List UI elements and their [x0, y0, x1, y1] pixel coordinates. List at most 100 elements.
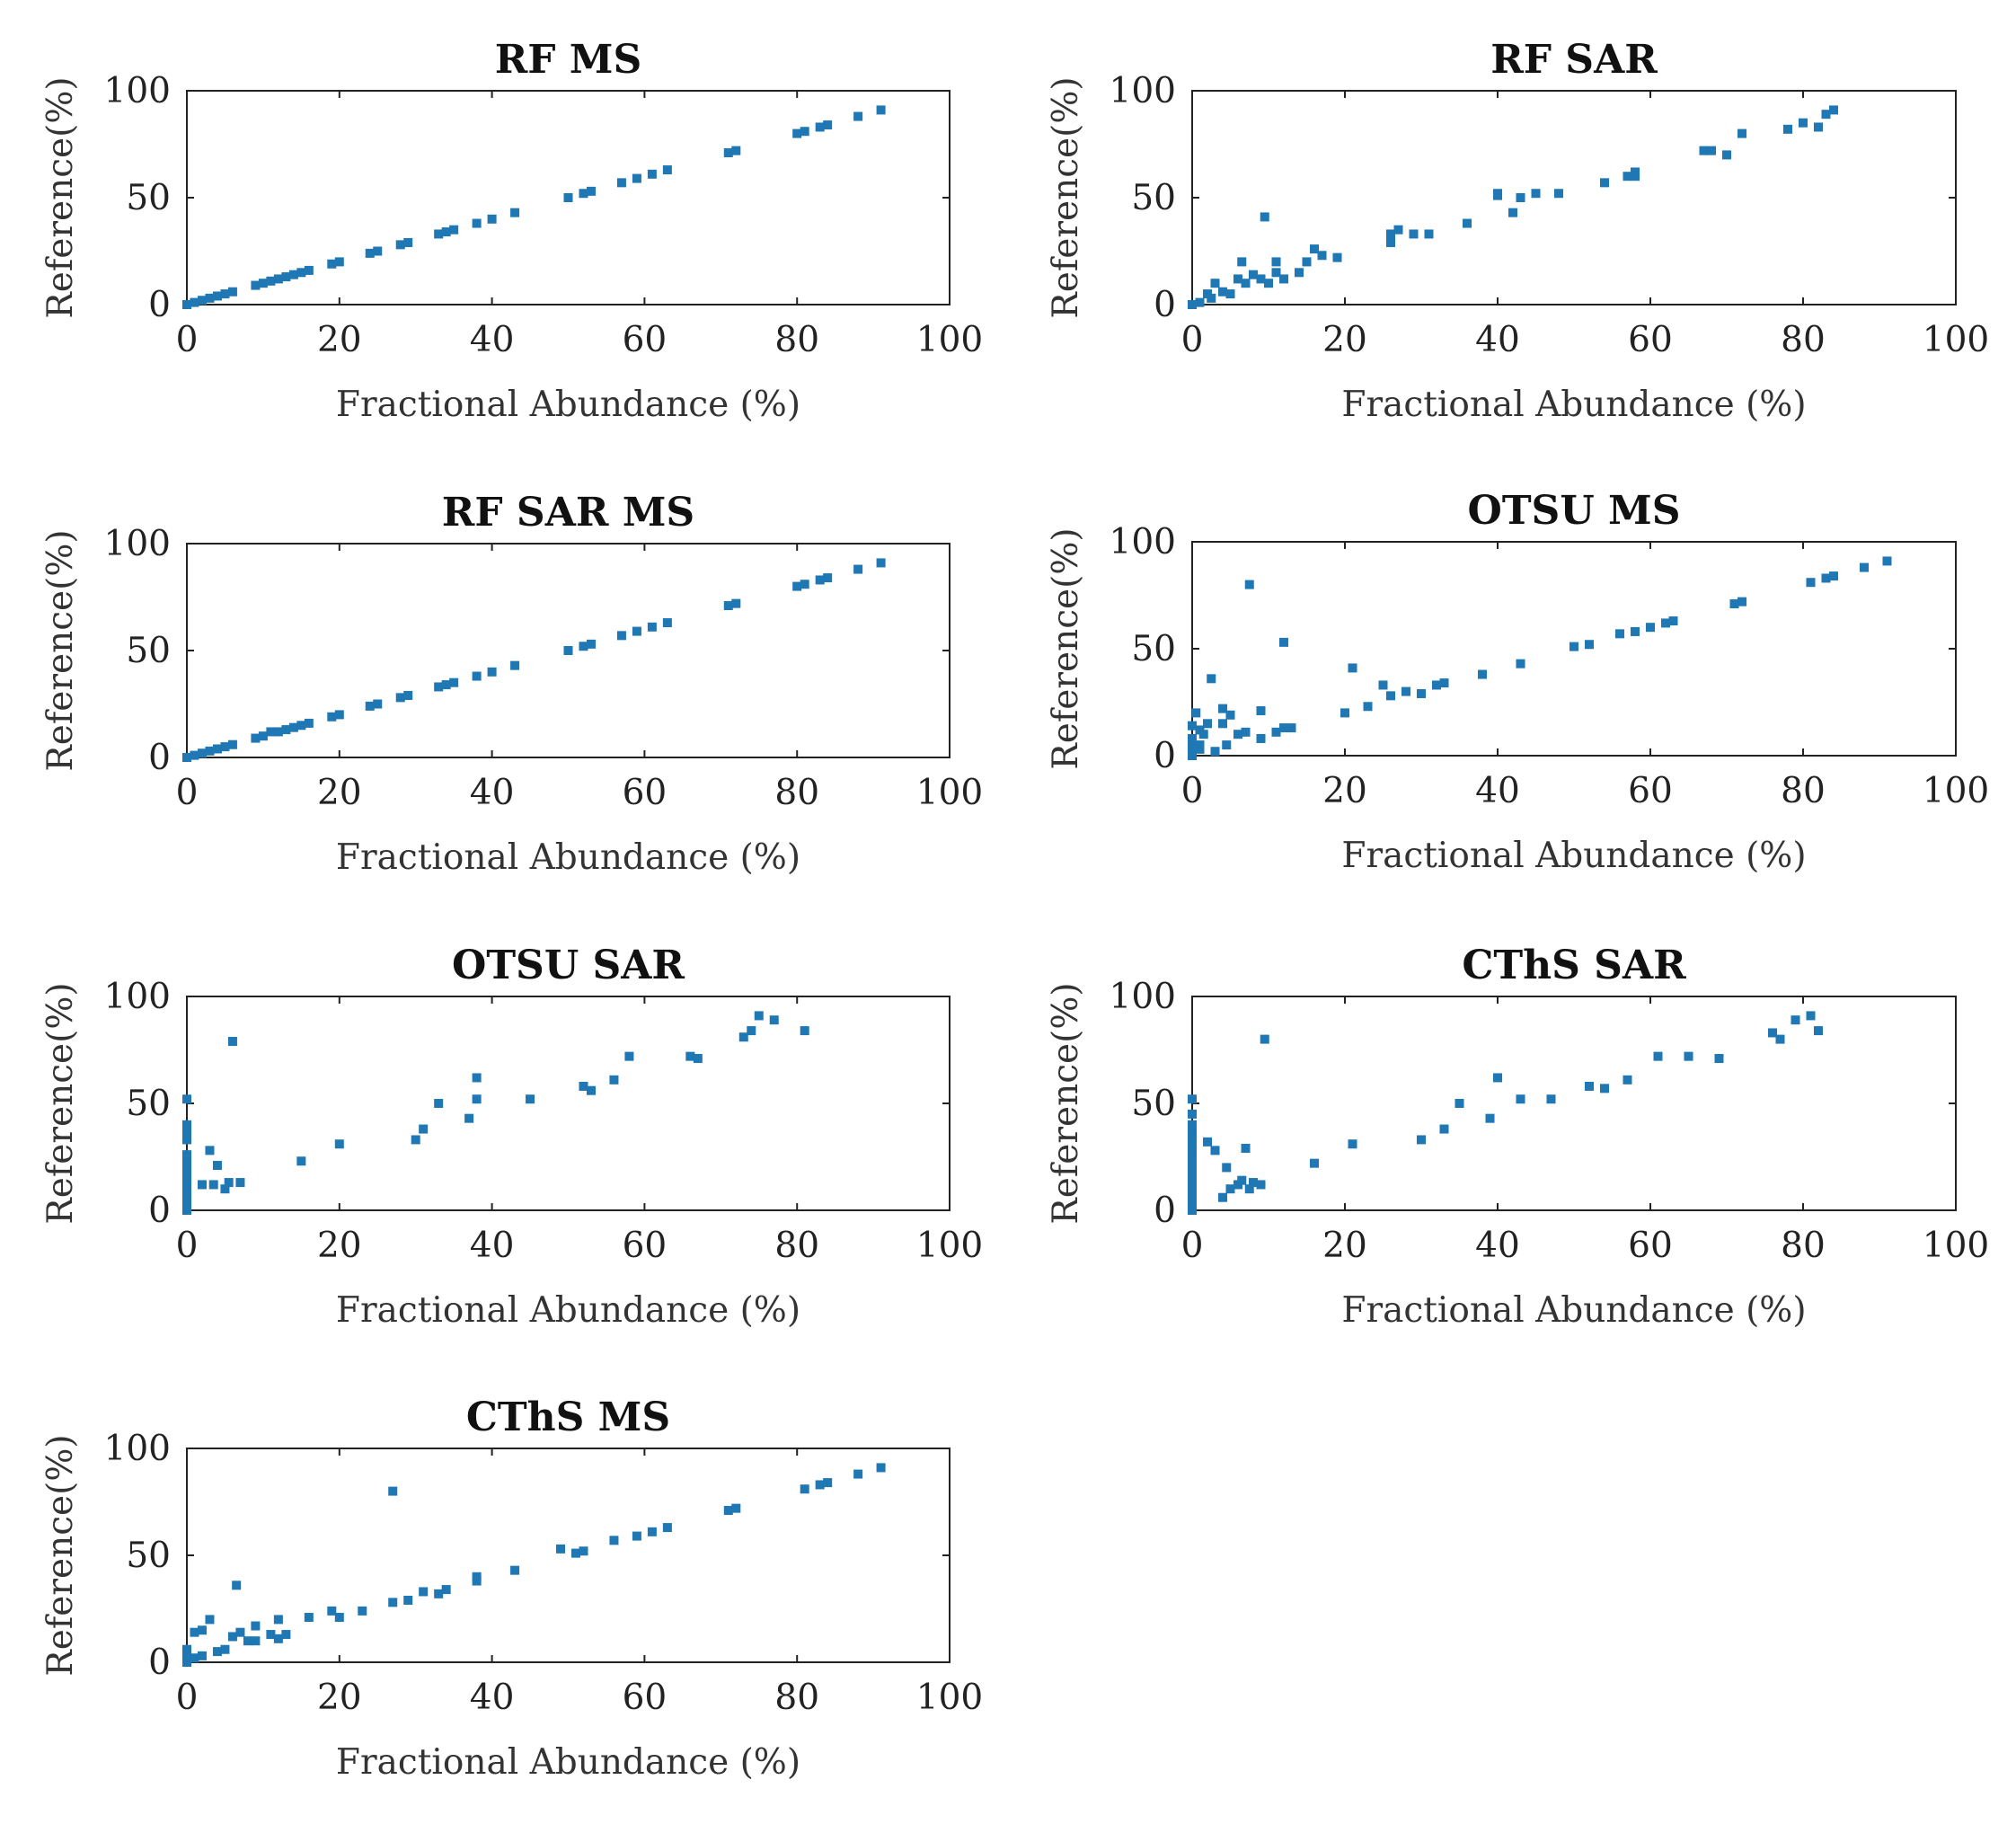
x-tick-label: 60 — [1628, 1226, 1673, 1266]
data-point — [1210, 747, 1220, 757]
data-point — [1814, 1026, 1823, 1036]
data-point — [449, 677, 459, 687]
data-point — [738, 1032, 748, 1042]
data-point — [487, 214, 497, 224]
chart-panel-6: CThS SAR 0 20 40 60 80 100 0 50 100 Fractional Abu… — [1046, 943, 1989, 1331]
x-tick-label: 100 — [916, 1226, 983, 1266]
data-point — [1295, 268, 1304, 278]
data-point — [1814, 122, 1823, 132]
y-tick-label: 0 — [148, 1191, 171, 1231]
x-tick-label: 100 — [1923, 1226, 1989, 1266]
data-point — [304, 265, 314, 275]
data-point — [273, 727, 283, 737]
data-point — [1233, 274, 1242, 284]
data-point — [754, 1011, 764, 1021]
data-point — [1241, 727, 1251, 737]
data-point — [1707, 146, 1716, 155]
chart-title: RF SAR — [1490, 37, 1658, 83]
data-point — [441, 227, 451, 237]
y-axis-label: Reference(%) — [1046, 527, 1086, 769]
x-axis-label: Fractional Abundance (%) — [1341, 1290, 1806, 1331]
chart-title: CThS MS — [466, 1395, 670, 1440]
data-point — [182, 1658, 191, 1667]
data-point — [288, 270, 298, 279]
data-point — [609, 1536, 619, 1545]
y-tick-label: 100 — [104, 71, 171, 111]
data-points — [182, 105, 886, 309]
data-point — [1791, 1015, 1800, 1025]
data-point — [190, 1653, 199, 1663]
data-point — [632, 626, 641, 636]
data-point — [227, 739, 237, 749]
data-point — [281, 725, 291, 735]
data-point — [251, 1621, 261, 1631]
data-point — [1260, 212, 1269, 222]
data-point — [1222, 740, 1232, 750]
data-point — [586, 186, 596, 196]
data-point — [1207, 293, 1216, 303]
data-point — [205, 1146, 215, 1155]
data-point — [472, 671, 482, 681]
data-point — [1409, 229, 1419, 239]
x-tick-label: 60 — [623, 773, 668, 813]
data-point — [395, 693, 405, 703]
data-point — [212, 744, 222, 754]
data-point — [1210, 1146, 1220, 1155]
data-point — [1188, 1147, 1197, 1157]
y-tick-label: 100 — [1110, 977, 1176, 1017]
data-point — [823, 1478, 833, 1488]
data-point — [1661, 618, 1670, 628]
y-tick-label: 50 — [1131, 629, 1176, 669]
data-point — [258, 279, 268, 288]
data-point — [1516, 193, 1525, 202]
data-point — [212, 291, 222, 301]
y-tick-label: 100 — [1110, 522, 1176, 562]
data-point — [220, 289, 230, 299]
x-tick-label: 20 — [317, 1226, 362, 1266]
data-point — [731, 1503, 741, 1513]
data-point — [1188, 1109, 1197, 1119]
data-point — [1302, 257, 1312, 267]
data-point — [190, 750, 199, 760]
data-point — [197, 1651, 207, 1660]
data-point — [1188, 1206, 1197, 1215]
chart-panel-4: OTSU MS 0 20 40 60 80 100 0 50 100 Fractional Abun… — [1046, 488, 1989, 876]
data-point — [1191, 708, 1201, 718]
data-point — [1188, 300, 1197, 309]
data-point — [1287, 723, 1296, 733]
data-point — [876, 558, 886, 568]
data-point — [693, 1054, 703, 1064]
data-point — [1439, 1124, 1449, 1134]
data-point — [1256, 706, 1266, 716]
data-point — [1386, 691, 1395, 701]
data-point — [1783, 124, 1792, 134]
x-tick-label: 40 — [1475, 1226, 1520, 1266]
data-point — [281, 1630, 291, 1640]
chart-title: CThS SAR — [1462, 943, 1686, 988]
data-point — [220, 742, 230, 752]
data-point — [1432, 680, 1441, 690]
data-point — [1516, 1094, 1525, 1104]
data-point — [1218, 1192, 1227, 1202]
data-points — [1188, 556, 1892, 760]
y-tick-label: 0 — [1154, 285, 1176, 325]
data-point — [731, 598, 741, 608]
chart-panel-5: OTSU SAR 0 20 40 60 80 100 0 50 100 Fractional Abu… — [40, 943, 983, 1331]
data-point — [395, 240, 405, 250]
data-point — [243, 1636, 252, 1646]
data-point — [723, 601, 733, 611]
data-point — [1188, 1135, 1197, 1145]
x-tick-label: 60 — [623, 1678, 668, 1718]
data-point — [212, 1161, 222, 1171]
data-point — [1737, 128, 1746, 138]
y-tick-label: 50 — [126, 631, 171, 671]
x-tick-label: 100 — [916, 320, 983, 360]
data-point — [296, 1156, 306, 1166]
data-point — [258, 731, 268, 741]
chart-title: OTSU MS — [1467, 488, 1680, 534]
data-point — [632, 173, 641, 183]
x-tick-label: 20 — [1322, 771, 1367, 811]
data-point — [1225, 1184, 1235, 1194]
x-tick-label: 80 — [774, 773, 819, 813]
data-point — [281, 272, 291, 282]
